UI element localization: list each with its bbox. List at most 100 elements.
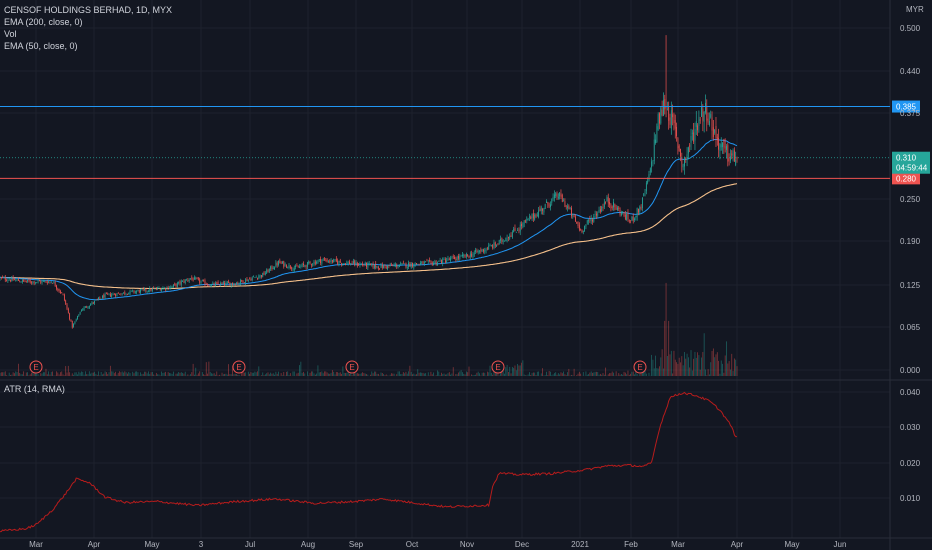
candle-body bbox=[596, 213, 597, 216]
volume-bar bbox=[48, 371, 50, 376]
volume-bar bbox=[94, 371, 95, 376]
candle-body bbox=[571, 207, 572, 217]
candle-body bbox=[678, 145, 680, 152]
candle-body bbox=[727, 144, 729, 162]
legend-volume[interactable]: Vol bbox=[4, 29, 17, 39]
legend-ema200[interactable]: EMA (200, close, 0) bbox=[4, 17, 83, 27]
candle-body bbox=[628, 220, 630, 222]
candle-body bbox=[25, 280, 27, 282]
candle-body bbox=[304, 265, 306, 267]
volume-bar bbox=[565, 375, 567, 376]
volume-bar bbox=[201, 372, 203, 376]
volume-bar bbox=[254, 371, 256, 376]
candle-body bbox=[665, 106, 667, 109]
volume-bar bbox=[171, 373, 173, 376]
candle-body bbox=[500, 238, 501, 241]
candle-body bbox=[241, 279, 243, 282]
time-tick-label: Mar bbox=[671, 540, 685, 549]
volume-bar bbox=[564, 374, 566, 376]
volume-bar bbox=[266, 373, 268, 376]
volume-bar bbox=[320, 372, 321, 376]
volume-bar bbox=[342, 366, 344, 376]
candle-body bbox=[230, 283, 232, 287]
candle-body bbox=[245, 279, 247, 284]
candle-body bbox=[15, 279, 17, 281]
volume-bar bbox=[456, 374, 458, 376]
price-tick-label: 0.065 bbox=[900, 323, 921, 332]
candle-body bbox=[203, 280, 205, 282]
candle-body bbox=[358, 265, 360, 266]
volume-bar bbox=[99, 375, 101, 376]
volume-bar bbox=[303, 371, 304, 376]
volume-bar bbox=[216, 371, 218, 376]
candle-body bbox=[656, 126, 658, 143]
candle-body bbox=[28, 280, 30, 281]
hline-price-tag bbox=[892, 172, 920, 185]
volume-bar bbox=[92, 372, 94, 376]
candle-body bbox=[610, 204, 612, 208]
volume-bar bbox=[567, 372, 568, 376]
candle-body bbox=[664, 99, 666, 110]
candle-body bbox=[113, 294, 115, 296]
candle-body bbox=[16, 279, 18, 281]
volume-bar bbox=[527, 374, 529, 376]
volume-bar bbox=[439, 375, 441, 376]
candle-body bbox=[11, 277, 13, 282]
candle-body bbox=[592, 219, 593, 222]
hline-price-label: 0.385 bbox=[896, 103, 917, 112]
volume-bar bbox=[31, 372, 32, 376]
candle-body bbox=[296, 265, 298, 267]
candle-body bbox=[167, 286, 169, 290]
volume-bar bbox=[149, 374, 151, 376]
volume-bar bbox=[243, 372, 245, 376]
volume-bar bbox=[155, 372, 157, 376]
volume-bar bbox=[73, 374, 74, 376]
atr-tick-label: 0.010 bbox=[900, 494, 921, 503]
volume-bar bbox=[391, 373, 392, 376]
volume-bar bbox=[597, 371, 599, 376]
volume-bar bbox=[526, 375, 528, 376]
volume-bar bbox=[133, 373, 135, 376]
volume-bar bbox=[643, 371, 645, 376]
volume-bar bbox=[83, 374, 85, 376]
candle-body bbox=[41, 280, 43, 283]
volume-bar bbox=[345, 372, 346, 376]
candle-body bbox=[82, 309, 84, 310]
volume-bar bbox=[389, 374, 391, 376]
candle-body bbox=[472, 254, 474, 258]
volume-bar bbox=[668, 320, 670, 376]
volume-bar bbox=[123, 372, 124, 376]
candle-body bbox=[282, 261, 283, 264]
candle-body bbox=[670, 110, 672, 129]
volume-bar bbox=[222, 374, 224, 376]
candle-body bbox=[338, 260, 340, 265]
candle-body bbox=[602, 207, 604, 209]
candle-body bbox=[417, 264, 419, 265]
volume-bar bbox=[15, 371, 17, 376]
volume-bar bbox=[467, 372, 469, 376]
candle-body bbox=[451, 257, 453, 258]
candle-body bbox=[408, 262, 409, 267]
candle-body bbox=[39, 280, 40, 282]
volume-bar bbox=[572, 375, 574, 376]
volume-bar bbox=[504, 373, 505, 376]
legend-atr[interactable]: ATR (14, RMA) bbox=[4, 384, 65, 394]
candle-body bbox=[212, 282, 214, 284]
symbol-title[interactable]: CENSOF HOLDINGS BERHAD, 1D, MYX bbox=[4, 5, 173, 15]
legend-ema50[interactable]: EMA (50, close, 0) bbox=[4, 41, 78, 51]
candle-body bbox=[693, 132, 695, 142]
volume-bar bbox=[111, 371, 113, 376]
candle-body bbox=[140, 289, 141, 293]
volume-bar bbox=[117, 372, 119, 376]
candle-body bbox=[711, 117, 713, 131]
candle-body bbox=[372, 263, 374, 268]
candle-body bbox=[10, 280, 11, 282]
candle-body bbox=[672, 114, 674, 118]
candle-body bbox=[514, 227, 516, 232]
volume-bar bbox=[479, 373, 480, 376]
volume-bar bbox=[322, 373, 324, 376]
volume-bar bbox=[452, 367, 454, 376]
candle-body bbox=[589, 219, 591, 221]
candle-body bbox=[726, 145, 727, 150]
